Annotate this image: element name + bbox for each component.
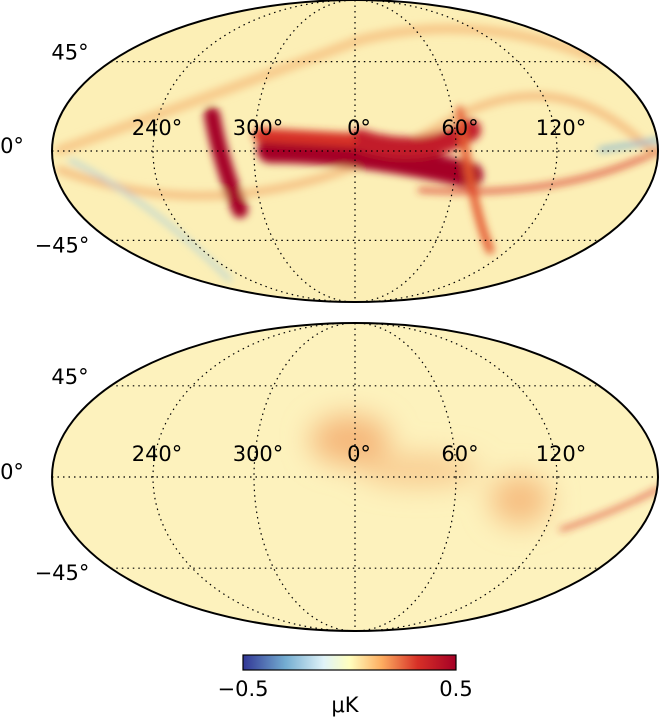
colorbar-tick-label: 0.5: [439, 677, 472, 701]
lon-label: 60°: [441, 116, 478, 140]
colorbar-label: μK: [331, 693, 359, 717]
lon-label: 0°: [347, 442, 371, 466]
lat-label: 0°: [0, 134, 24, 158]
lon-label: 120°: [536, 442, 587, 466]
lat-label: 45°: [51, 365, 88, 389]
lon-label: 0°: [347, 116, 371, 140]
graticule: [253, 322, 457, 632]
graticule: [152, 0, 558, 303]
lat-label: 45°: [51, 41, 88, 65]
lon-label: 240°: [132, 116, 183, 140]
lon-label: 300°: [233, 116, 284, 140]
colorbar: [242, 654, 457, 671]
colorbar-tick-label: −0.5: [218, 677, 269, 701]
lon-label: 240°: [132, 442, 183, 466]
graticule: [253, 0, 457, 303]
lat-label: −45°: [35, 233, 90, 257]
lon-label: 120°: [536, 116, 587, 140]
lat-label: −45°: [35, 561, 90, 585]
lat-label: 0°: [0, 460, 24, 484]
lon-label: 60°: [441, 442, 478, 466]
lon-label: 300°: [233, 442, 284, 466]
